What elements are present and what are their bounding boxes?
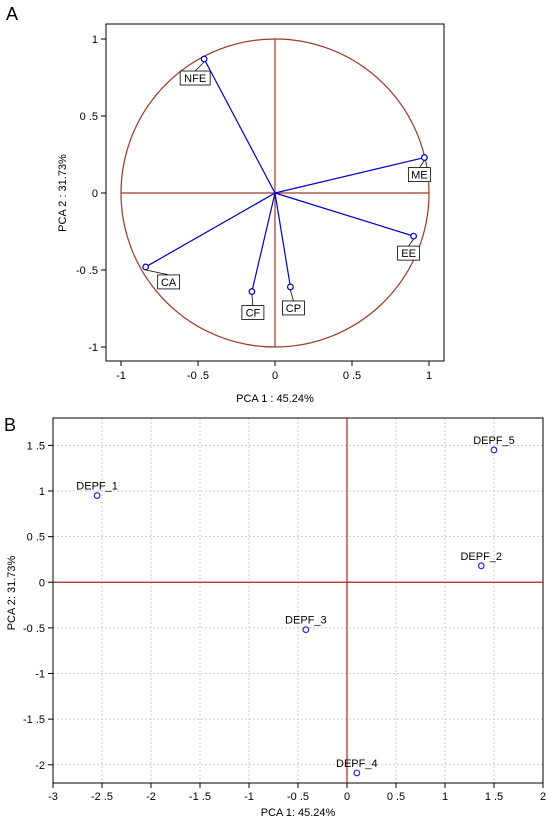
label-box <box>397 245 421 261</box>
correlation-circle <box>120 38 430 348</box>
loading-point-cp <box>287 283 294 291</box>
y-tick-label: -2 <box>35 760 45 772</box>
x-tick-label: 0 <box>344 791 350 803</box>
x-tick-label: -2 <box>146 791 156 803</box>
x-tick-label: 2 <box>540 791 546 803</box>
y-tick-label: 0 .5 <box>80 111 98 123</box>
score-point-depf-2 <box>477 562 485 570</box>
y-tick-label: -1 .5 <box>23 714 45 726</box>
panel-a-xlabel: PCA 1 : 45.24% <box>236 393 314 405</box>
point-label-me: ME <box>411 170 428 182</box>
point-label-ee: EE <box>401 248 416 260</box>
loading-point-nfe <box>200 55 208 63</box>
x-tick-label: -2 .5 <box>91 791 113 803</box>
loading-vector-me <box>274 156 425 194</box>
y-tick-label: 0 .5 <box>27 532 45 544</box>
y-tick-label: 1 <box>39 486 45 498</box>
loading-vector-ee <box>274 192 414 237</box>
label-box <box>281 300 305 316</box>
loading-point-ca <box>142 263 150 271</box>
label-leader <box>145 269 169 276</box>
panel-a-ylabel: PCA 2 : 31.73% <box>57 154 69 232</box>
x-tick-label: 0 .5 <box>343 370 361 382</box>
label-leader <box>408 238 414 247</box>
label-leader <box>251 294 254 306</box>
label-box <box>157 274 181 290</box>
y-tick-label: -0 .5 <box>76 265 98 277</box>
panel-b-chart: -3 -2 .5 -2 -1 .5 -1 -0 .5 0 0 .5 1 1 .5 2 -2 -1 .5 -… <box>23 417 546 803</box>
panel-b-ylabel: PCA 2: 31.73% <box>6 555 18 630</box>
x-tick-label: -1 <box>116 370 126 382</box>
y-tick-label: -1 <box>88 342 98 354</box>
score-label-depf-2: DEPF_2 <box>460 551 502 563</box>
y-tick-label: 1 <box>92 34 98 46</box>
point-label-nfe: NFE <box>184 73 206 85</box>
loading-vector-cf <box>251 192 276 292</box>
point-label-ca: CA <box>161 277 177 289</box>
label-box <box>407 167 431 182</box>
label-leader <box>290 289 294 302</box>
label-box <box>179 70 211 86</box>
x-tick-label: 1 .5 <box>485 791 503 803</box>
label-box <box>241 305 265 320</box>
loading-point-me <box>420 154 428 161</box>
x-tick-label: -0 .5 <box>187 370 209 382</box>
x-tick-label: -1 <box>244 791 254 803</box>
x-tick-label: 0 .5 <box>387 791 405 803</box>
x-tick-label: 1 <box>426 370 432 382</box>
panel-a-chart: -1 -0 .5 0 0 .5 1 -1 -0 .5 0 0 .5 1 NFE ME EE CA CF CP <box>76 23 445 382</box>
loading-point-ee <box>410 232 418 240</box>
panel-b-label: B <box>4 415 16 435</box>
score-point-depf-3 <box>302 626 310 634</box>
score-label-depf-5: DEPF_5 <box>473 435 515 447</box>
label-leader <box>419 160 425 168</box>
loading-point-cf <box>248 288 256 295</box>
panel-b-xlabel: PCA 1: 45.24% <box>261 807 336 819</box>
score-label-depf-1: DEPF_1 <box>76 481 118 493</box>
x-tick-label: -1 .5 <box>189 791 211 803</box>
y-tick-label: -0 .5 <box>23 623 45 635</box>
score-label-depf-3: DEPF_3 <box>285 615 327 627</box>
y-tick-label: -1 <box>35 669 45 681</box>
x-tick-label: -3 <box>48 791 58 803</box>
loading-vector-ca <box>145 192 276 268</box>
point-label-cf: CF <box>246 308 261 320</box>
x-tick-label: 1 <box>442 791 448 803</box>
x-tick-label: 0 <box>272 370 278 382</box>
y-tick-label: 0 <box>39 577 45 589</box>
plot-frame <box>52 417 544 784</box>
score-point-depf-5 <box>490 446 498 454</box>
loading-vector-nfe <box>203 58 276 194</box>
score-point-depf-1 <box>93 492 101 499</box>
y-tick-label: 0 <box>92 188 98 200</box>
loading-vector-cp <box>274 192 291 288</box>
point-label-cp: CP <box>286 303 301 315</box>
label-leader <box>194 61 205 72</box>
panel-a-label: A <box>6 4 18 24</box>
score-label-depf-4: DEPF_4 <box>336 758 378 770</box>
y-tick-label: 1 .5 <box>27 440 45 452</box>
score-point-depf-4 <box>353 769 361 777</box>
x-tick-label: -0 .5 <box>287 791 309 803</box>
